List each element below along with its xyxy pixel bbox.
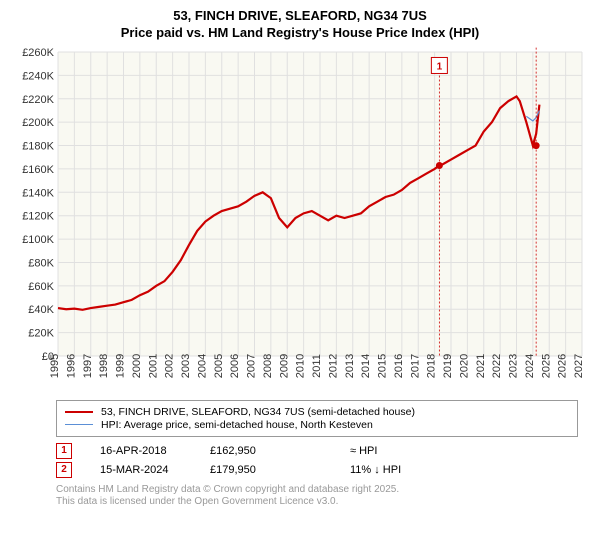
svg-text:2020: 2020 <box>458 354 470 378</box>
svg-text:2024: 2024 <box>524 354 536 378</box>
event-note-1: ≈ HPI <box>350 445 377 457</box>
svg-text:2003: 2003 <box>180 354 192 378</box>
svg-text:2016: 2016 <box>393 354 405 378</box>
svg-text:2002: 2002 <box>164 354 176 378</box>
svg-text:£140K: £140K <box>22 187 54 199</box>
svg-text:1998: 1998 <box>98 354 110 378</box>
event-date-2: 15-MAR-2024 <box>100 464 210 476</box>
svg-text:2022: 2022 <box>491 354 503 378</box>
event-note-2: 11% ↓ HPI <box>350 464 401 476</box>
svg-text:1999: 1999 <box>115 354 127 378</box>
svg-text:£260K: £260K <box>22 47 54 59</box>
event-marker-1: 1 <box>56 443 72 459</box>
svg-text:2000: 2000 <box>131 354 143 378</box>
svg-text:1997: 1997 <box>82 354 94 378</box>
event-price-1: £162,950 <box>210 445 350 457</box>
svg-text:1996: 1996 <box>65 354 77 378</box>
event-table: 1 16-APR-2018 £162,950 ≈ HPI 2 15-MAR-20… <box>56 443 578 478</box>
svg-text:2004: 2004 <box>196 354 208 378</box>
svg-text:2015: 2015 <box>377 354 389 378</box>
svg-text:2019: 2019 <box>442 354 454 378</box>
svg-text:1995: 1995 <box>49 354 61 378</box>
svg-text:£80K: £80K <box>28 257 54 269</box>
chart-title-line1: 53, FINCH DRIVE, SLEAFORD, NG34 7US <box>12 8 588 25</box>
svg-text:£200K: £200K <box>22 117 54 129</box>
svg-text:£40K: £40K <box>28 304 54 316</box>
chart-title-line2: Price paid vs. HM Land Registry's House … <box>12 25 588 40</box>
svg-text:£160K: £160K <box>22 164 54 176</box>
svg-text:£60K: £60K <box>28 281 54 293</box>
svg-text:2008: 2008 <box>262 354 274 378</box>
svg-text:2023: 2023 <box>508 354 520 378</box>
event-date-1: 16-APR-2018 <box>100 445 210 457</box>
svg-text:2005: 2005 <box>213 354 225 378</box>
event-price-2: £179,950 <box>210 464 350 476</box>
svg-text:2001: 2001 <box>147 354 159 378</box>
svg-text:2007: 2007 <box>246 354 258 378</box>
footer-attribution: Contains HM Land Registry data © Crown c… <box>56 484 578 509</box>
svg-text:2018: 2018 <box>426 354 438 378</box>
svg-text:£180K: £180K <box>22 140 54 152</box>
svg-text:2027: 2027 <box>573 354 585 378</box>
legend: 53, FINCH DRIVE, SLEAFORD, NG34 7US (sem… <box>56 400 578 437</box>
svg-text:2026: 2026 <box>557 354 569 378</box>
svg-text:£100K: £100K <box>22 234 54 246</box>
svg-text:£220K: £220K <box>22 94 54 106</box>
svg-text:2017: 2017 <box>409 354 421 378</box>
svg-text:2025: 2025 <box>540 354 552 378</box>
svg-text:1: 1 <box>437 61 443 72</box>
svg-text:2014: 2014 <box>360 354 372 378</box>
legend-item-main: 53, FINCH DRIVE, SLEAFORD, NG34 7US (sem… <box>101 406 415 418</box>
svg-text:£120K: £120K <box>22 211 54 223</box>
chart-area: £0£20K£40K£60K£80K£100K£120K£140K£160K£1… <box>12 46 588 396</box>
svg-text:£240K: £240K <box>22 70 54 82</box>
svg-text:2011: 2011 <box>311 354 323 378</box>
svg-text:2006: 2006 <box>229 354 241 378</box>
legend-item-hpi: HPI: Average price, semi-detached house,… <box>101 419 373 431</box>
svg-text:£20K: £20K <box>28 328 54 340</box>
event-marker-2: 2 <box>56 462 72 478</box>
svg-text:2012: 2012 <box>327 354 339 378</box>
svg-text:2021: 2021 <box>475 354 487 378</box>
svg-text:2010: 2010 <box>295 354 307 378</box>
svg-text:2009: 2009 <box>278 354 290 378</box>
svg-text:2013: 2013 <box>344 354 356 378</box>
